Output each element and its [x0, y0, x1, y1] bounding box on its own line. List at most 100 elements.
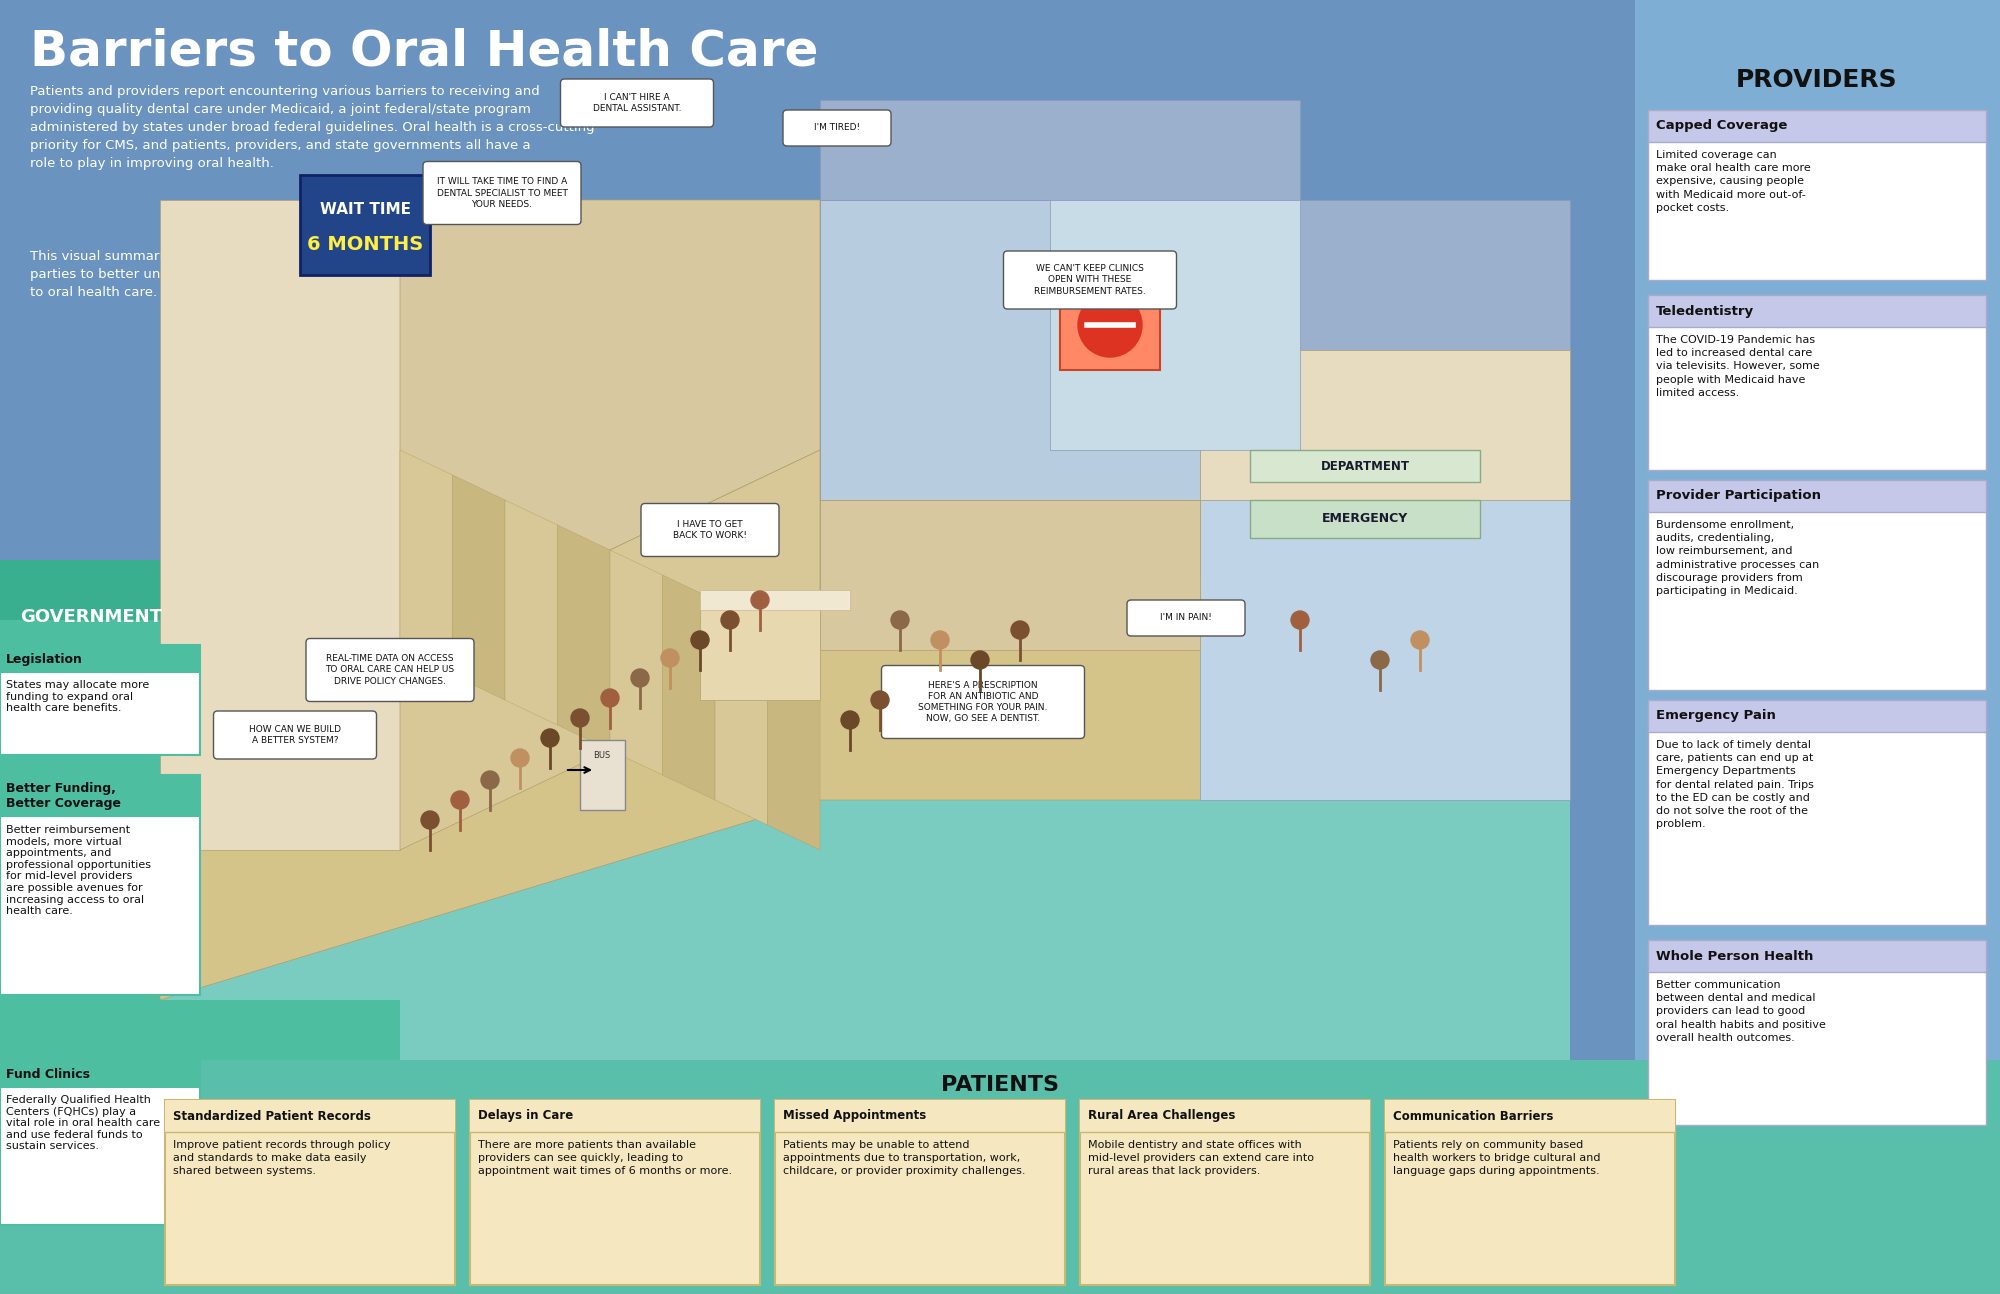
Circle shape [892, 611, 908, 629]
Text: WAIT TIME: WAIT TIME [320, 202, 410, 217]
Polygon shape [400, 450, 820, 850]
Circle shape [600, 688, 620, 707]
FancyBboxPatch shape [580, 740, 624, 810]
FancyBboxPatch shape [640, 503, 780, 556]
Text: Teledentistry: Teledentistry [1656, 304, 1754, 317]
Polygon shape [0, 560, 200, 1060]
Text: Rural Area Challenges: Rural Area Challenges [1088, 1109, 1236, 1122]
Text: Fund Clinics: Fund Clinics [6, 1068, 90, 1080]
Circle shape [452, 791, 468, 809]
Text: Better reimbursement
models, more virtual
appointments, and
professional opportu: Better reimbursement models, more virtua… [6, 826, 152, 916]
FancyBboxPatch shape [1080, 1100, 1370, 1132]
FancyBboxPatch shape [0, 644, 200, 754]
Text: Legislation: Legislation [6, 652, 82, 665]
FancyBboxPatch shape [1648, 480, 1986, 512]
Text: I'M IN PAIN!: I'M IN PAIN! [1160, 613, 1212, 622]
FancyBboxPatch shape [1648, 480, 1986, 690]
FancyBboxPatch shape [1648, 110, 1986, 142]
Polygon shape [716, 600, 768, 826]
Circle shape [660, 650, 680, 666]
Text: 6 MONTHS: 6 MONTHS [306, 236, 424, 255]
FancyBboxPatch shape [1648, 110, 1986, 280]
Text: Emergency Pain: Emergency Pain [1656, 709, 1776, 722]
Polygon shape [820, 100, 1300, 201]
FancyBboxPatch shape [1648, 939, 1986, 1124]
Text: Provider Participation: Provider Participation [1656, 489, 1820, 502]
FancyBboxPatch shape [1250, 499, 1480, 538]
FancyBboxPatch shape [776, 1100, 1064, 1132]
FancyBboxPatch shape [0, 1060, 200, 1088]
Text: Limited coverage can
make oral health care more
expensive, causing people
with M: Limited coverage can make oral health ca… [1656, 150, 1810, 212]
Circle shape [752, 591, 768, 609]
FancyBboxPatch shape [1384, 1100, 1676, 1285]
Circle shape [512, 749, 528, 767]
Text: IT WILL TAKE TIME TO FIND A
DENTAL SPECIALIST TO MEET
YOUR NEEDS.: IT WILL TAKE TIME TO FIND A DENTAL SPECI… [436, 177, 568, 208]
Polygon shape [1200, 349, 1570, 499]
Polygon shape [700, 600, 820, 700]
FancyBboxPatch shape [0, 1060, 200, 1225]
Text: Missed Appointments: Missed Appointments [784, 1109, 926, 1122]
Polygon shape [820, 499, 1200, 650]
Text: I CAN'T HIRE A
DENTAL ASSISTANT.: I CAN'T HIRE A DENTAL ASSISTANT. [592, 93, 682, 113]
FancyBboxPatch shape [164, 1100, 456, 1132]
FancyBboxPatch shape [0, 775, 200, 817]
Polygon shape [0, 560, 200, 620]
Text: Delays in Care: Delays in Care [478, 1109, 574, 1122]
Polygon shape [1200, 201, 1570, 349]
Text: Whole Person Health: Whole Person Health [1656, 950, 1814, 963]
Text: Better communication
between dental and medical
providers can lead to good
oral : Better communication between dental and … [1656, 980, 1826, 1043]
Circle shape [840, 710, 860, 729]
Polygon shape [558, 525, 610, 751]
FancyBboxPatch shape [1648, 700, 1986, 732]
Circle shape [1292, 611, 1308, 629]
Text: WE CAN'T KEEP CLINICS
OPEN WITH THESE
REIMBURSEMENT RATES.: WE CAN'T KEEP CLINICS OPEN WITH THESE RE… [1034, 264, 1146, 295]
Polygon shape [160, 800, 1570, 1060]
FancyBboxPatch shape [1648, 295, 1986, 470]
Text: PROVIDERS: PROVIDERS [1736, 69, 1898, 92]
Circle shape [692, 631, 708, 650]
Circle shape [1078, 292, 1142, 357]
Circle shape [420, 811, 440, 829]
FancyBboxPatch shape [0, 775, 200, 995]
Text: GOVERNMENT: GOVERNMENT [20, 608, 162, 626]
Circle shape [632, 669, 648, 687]
FancyBboxPatch shape [1636, 0, 2000, 1294]
Circle shape [540, 729, 560, 747]
FancyBboxPatch shape [1648, 939, 1986, 972]
Polygon shape [452, 475, 504, 700]
Text: HERE'S A PRESCRIPTION
FOR AN ANTIBIOTIC AND
SOMETHING FOR YOUR PAIN.
NOW, GO SEE: HERE'S A PRESCRIPTION FOR AN ANTIBIOTIC … [918, 681, 1048, 723]
Circle shape [1372, 651, 1388, 669]
FancyBboxPatch shape [1250, 450, 1480, 481]
Text: Capped Coverage: Capped Coverage [1656, 119, 1788, 132]
Polygon shape [768, 625, 820, 850]
Polygon shape [400, 201, 820, 650]
Text: Due to lack of timely dental
care, patients can end up at
Emergency Departments
: Due to lack of timely dental care, patie… [1656, 740, 1814, 829]
Polygon shape [1200, 499, 1570, 800]
Polygon shape [400, 450, 452, 675]
Circle shape [720, 611, 740, 629]
Polygon shape [160, 1000, 400, 1060]
Polygon shape [504, 499, 558, 725]
FancyBboxPatch shape [1060, 280, 1160, 370]
FancyBboxPatch shape [1004, 251, 1176, 309]
Text: Barriers to Oral Health Care: Barriers to Oral Health Care [30, 28, 818, 76]
FancyBboxPatch shape [776, 1100, 1064, 1285]
FancyBboxPatch shape [424, 162, 580, 224]
Text: I HAVE TO GET
BACK TO WORK!: I HAVE TO GET BACK TO WORK! [672, 520, 748, 540]
Polygon shape [160, 201, 400, 850]
FancyBboxPatch shape [0, 644, 200, 673]
Text: Patients may be unable to attend
appointments due to transportation, work,
child: Patients may be unable to attend appoint… [784, 1140, 1026, 1176]
Text: There are more patients than available
providers can see quickly, leading to
app: There are more patients than available p… [478, 1140, 732, 1176]
Polygon shape [160, 499, 1570, 1000]
FancyBboxPatch shape [1080, 1100, 1370, 1285]
Polygon shape [662, 575, 716, 800]
FancyBboxPatch shape [1128, 600, 1244, 635]
Circle shape [1012, 621, 1028, 639]
Text: This visual summarizes interviews with interested
parties to better understand e: This visual summarizes interviews with i… [30, 250, 378, 299]
Text: I'M TIRED!: I'M TIRED! [814, 123, 860, 132]
Circle shape [872, 691, 888, 709]
FancyBboxPatch shape [0, 1060, 2000, 1294]
FancyBboxPatch shape [300, 175, 430, 276]
FancyBboxPatch shape [882, 665, 1084, 739]
Text: Patients and providers report encountering various barriers to receiving and
pro: Patients and providers report encounteri… [30, 85, 594, 170]
